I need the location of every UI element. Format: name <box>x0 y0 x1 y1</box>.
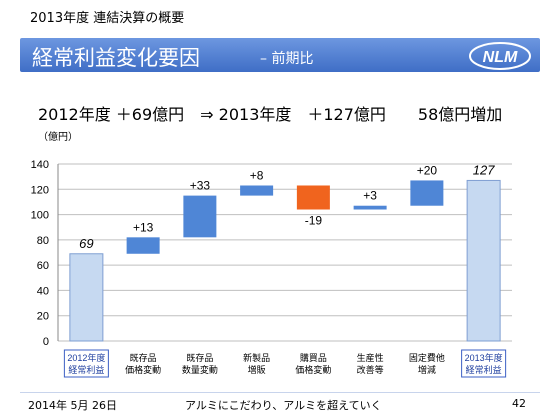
x-category-label: 生産性改善等 <box>357 352 384 375</box>
x-category-line: 2012年度 <box>67 352 105 363</box>
data-label: -19 <box>305 214 323 228</box>
x-category-line: 増販 <box>248 364 266 375</box>
y-tick-label: 80 <box>37 235 49 247</box>
bar <box>69 253 104 342</box>
x-category-line: 新製品 <box>243 352 270 363</box>
slide-subtitle: – 前期比 <box>260 51 314 67</box>
x-category-line: 数量変動 <box>182 364 218 375</box>
x-category-label: 新製品増販 <box>243 352 270 375</box>
x-category-line: 既存品 <box>186 352 213 363</box>
x-category-line: 既存品 <box>130 352 157 363</box>
footer-slogan: アルミにこだわり、アルミを超えていく <box>185 399 382 412</box>
bar <box>183 195 217 238</box>
bar <box>353 205 387 210</box>
headline-summary: 2012年度 ＋69億円 ⇒ 2013年度 ＋127億円 58億円増加 <box>38 105 503 124</box>
y-tick-label: 40 <box>37 285 49 297</box>
x-category-line: 経常利益 <box>466 364 502 375</box>
bar <box>126 237 160 254</box>
x-category-line: 価格変動 <box>125 364 161 375</box>
data-label: +33 <box>190 179 211 193</box>
bar <box>296 185 330 210</box>
category-box <box>461 349 507 378</box>
y-tick-label: 60 <box>37 260 49 272</box>
slide-title: 経常利益変化要因 <box>32 46 200 70</box>
y-tick-label: 100 <box>31 210 49 222</box>
x-category-label: 固定費他増減 <box>409 352 445 375</box>
y-tick-label: 120 <box>31 184 49 196</box>
x-category-line: 経常利益 <box>68 364 104 375</box>
y-tick-label: 0 <box>43 336 49 348</box>
y-tick-label: 20 <box>37 311 49 323</box>
footer-divider <box>20 392 540 393</box>
x-category-line: 価格変動 <box>295 364 331 375</box>
logo-text: NLM <box>483 49 518 66</box>
slide-caption: 2013年度 連結決算の概要 <box>30 11 185 26</box>
title-bar: 経常利益変化要因 – 前期比 NLM <box>20 38 540 72</box>
y-axis-unit: （億円） <box>38 132 78 143</box>
x-category-label: 2013年度経常利益 <box>465 352 503 375</box>
page-number: 42 <box>512 397 526 410</box>
category-box <box>63 349 109 378</box>
data-label: +20 <box>417 163 438 177</box>
data-label: +8 <box>250 168 264 182</box>
data-label: 127 <box>473 162 495 177</box>
data-label: 69 <box>79 236 93 251</box>
x-category-label: 既存品価格変動 <box>125 352 161 375</box>
x-category-line: 購買品 <box>300 352 327 363</box>
bar <box>466 179 501 342</box>
x-category-line: 2013年度 <box>465 352 503 363</box>
bar <box>240 185 274 196</box>
x-category-label: 既存品数量変動 <box>182 352 218 375</box>
company-logo: NLM <box>469 42 531 70</box>
y-tick-label: 140 <box>31 159 49 171</box>
x-category-line: 改善等 <box>357 364 384 375</box>
bar <box>410 180 444 206</box>
data-label: +13 <box>133 220 154 234</box>
x-category-label: 購買品価格変動 <box>295 352 331 375</box>
x-category-line: 固定費他 <box>409 352 445 363</box>
x-category-label: 2012年度経常利益 <box>67 352 105 375</box>
x-category-line: 生産性 <box>357 352 384 363</box>
footer-date: 2014年 5月 26日 <box>28 399 117 412</box>
data-label: +3 <box>363 189 377 203</box>
x-category-line: 増減 <box>418 364 436 375</box>
